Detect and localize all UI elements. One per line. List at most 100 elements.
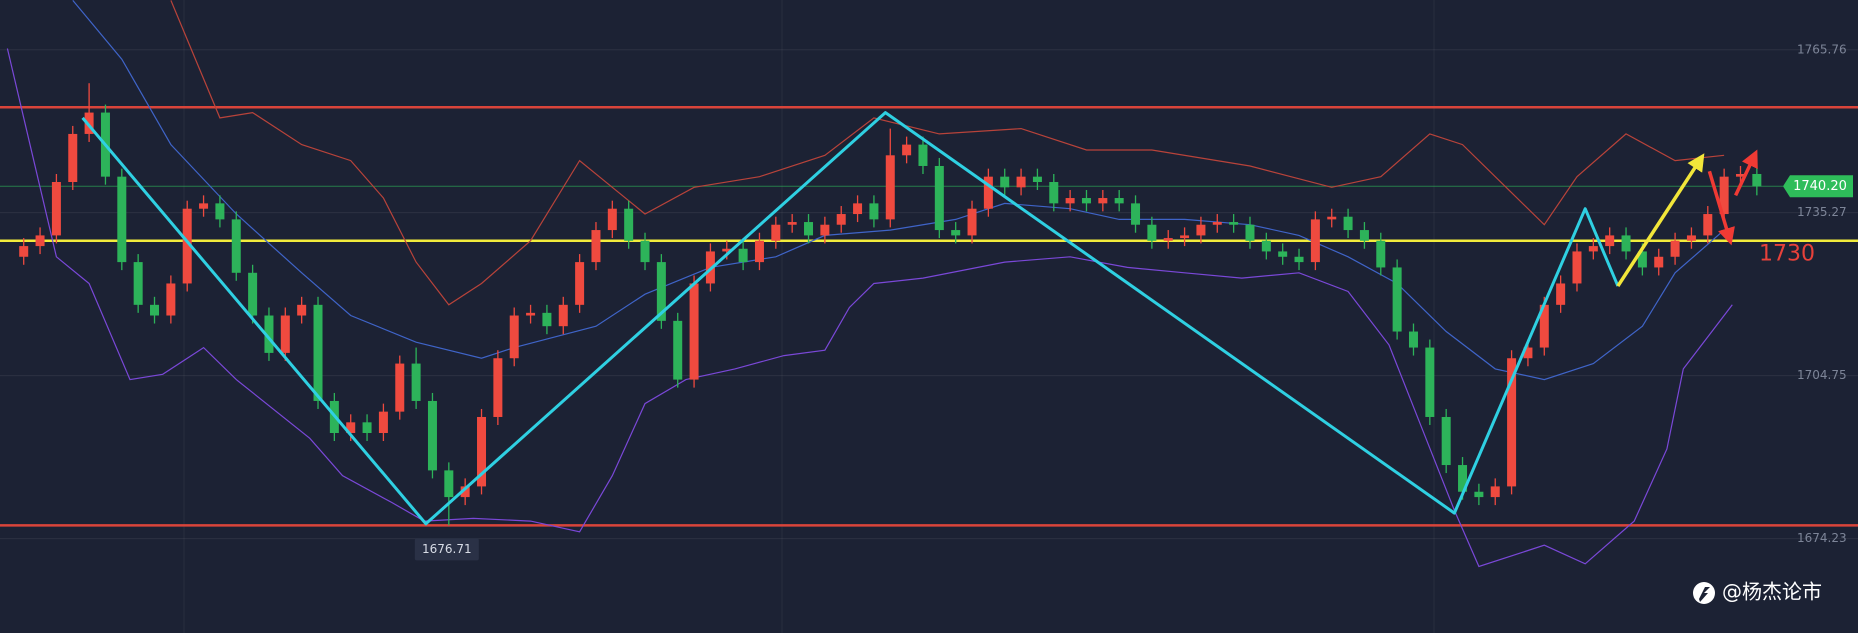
candle-body	[918, 144, 928, 166]
candle-body	[215, 203, 225, 220]
candle-body	[1572, 251, 1582, 284]
candle-body	[166, 283, 176, 316]
arrow	[1707, 170, 1735, 246]
candle-body	[395, 363, 405, 412]
candle-body	[885, 155, 895, 220]
candle-body	[460, 486, 470, 498]
watermark-icon-bolt	[1699, 587, 1710, 602]
candle-body	[1654, 256, 1664, 268]
candle-body	[1539, 304, 1549, 348]
candle-body	[738, 248, 748, 263]
candle-body	[297, 304, 307, 316]
candle-body	[444, 470, 454, 498]
candle-body	[1703, 214, 1713, 236]
watermark-text: @杨杰论市	[1722, 580, 1822, 604]
candle-body	[1049, 182, 1059, 204]
candle-body	[231, 219, 241, 273]
candle-body	[804, 222, 814, 236]
candle-body	[68, 133, 78, 183]
candle-body	[1392, 267, 1402, 332]
candle-body	[313, 304, 323, 401]
candle-body	[1261, 240, 1271, 252]
candle-body	[673, 320, 683, 380]
candle-body	[427, 400, 437, 471]
candle-body	[1065, 198, 1075, 204]
candle-body	[19, 246, 29, 257]
band-line	[6, 48, 1733, 568]
low-label: 1676.71	[422, 542, 472, 556]
y-tick-label: 1704.75	[1797, 368, 1847, 382]
candle-body	[1376, 240, 1386, 268]
candle-body	[133, 262, 143, 305]
arrow	[1734, 149, 1758, 197]
candle-body	[640, 240, 650, 263]
candle-body	[1490, 486, 1500, 498]
candle-body	[1327, 216, 1337, 220]
y-tick-label: 1674.23	[1797, 531, 1847, 545]
candle-body	[1441, 416, 1451, 466]
candle-body	[1686, 235, 1696, 241]
candle-body	[1474, 491, 1484, 498]
last-price-tag	[1783, 175, 1853, 198]
candle-body	[1588, 246, 1598, 252]
candle-body	[1147, 224, 1157, 241]
candle-body	[1114, 198, 1124, 204]
candle-body	[1735, 173, 1745, 177]
candle-body	[1458, 465, 1468, 492]
candle-body	[869, 203, 879, 220]
candle-body	[182, 208, 192, 284]
candle-body	[1425, 347, 1435, 417]
candle-body	[1131, 203, 1141, 225]
candle-body	[607, 208, 617, 231]
candle-body	[722, 248, 732, 252]
candle-body	[771, 224, 781, 241]
candle-body	[820, 224, 830, 236]
candle-body	[1229, 222, 1239, 225]
candle-body	[1605, 235, 1615, 247]
candle-body	[575, 262, 585, 305]
candle-body	[1212, 222, 1222, 225]
low-label-box	[414, 538, 479, 561]
candle-body	[346, 422, 356, 434]
candle-body	[689, 283, 699, 380]
candle-body	[35, 235, 45, 247]
candle-body	[902, 144, 912, 156]
candle-body	[117, 176, 127, 263]
candle-body	[1556, 283, 1566, 305]
candle-body	[51, 182, 61, 236]
candle-body	[951, 230, 961, 236]
candle-body	[1310, 219, 1320, 263]
candle-body	[248, 272, 258, 316]
candle-body	[199, 203, 209, 209]
candle-body	[1016, 176, 1026, 188]
candle-body	[264, 315, 274, 353]
candle-body	[1180, 235, 1190, 239]
band-line	[72, 0, 1725, 381]
candle-body	[1507, 358, 1517, 487]
candle-body	[411, 363, 421, 401]
arrow	[1616, 153, 1705, 288]
y-tick-label: 1765.76	[1797, 42, 1847, 56]
candle-body	[1081, 198, 1091, 204]
candle-body	[967, 208, 977, 236]
candle-body	[1098, 198, 1108, 204]
candle-body	[1278, 251, 1288, 257]
candle-body	[362, 422, 372, 434]
candle-body	[1245, 224, 1255, 241]
candle-body	[853, 203, 863, 215]
candle-body	[1294, 256, 1304, 263]
candle-body	[1752, 173, 1762, 187]
candle-body	[477, 416, 487, 487]
candle-body	[1621, 235, 1631, 252]
candle-body	[150, 304, 160, 316]
candle-body	[1196, 224, 1206, 236]
candle-body	[787, 222, 797, 225]
candle-body	[656, 262, 666, 321]
zigzag-line	[81, 111, 1620, 526]
candle-body	[1163, 238, 1173, 241]
candle-body	[493, 358, 503, 417]
candle-body	[836, 214, 846, 225]
candle-body	[526, 312, 536, 316]
candle-body	[1032, 176, 1042, 183]
